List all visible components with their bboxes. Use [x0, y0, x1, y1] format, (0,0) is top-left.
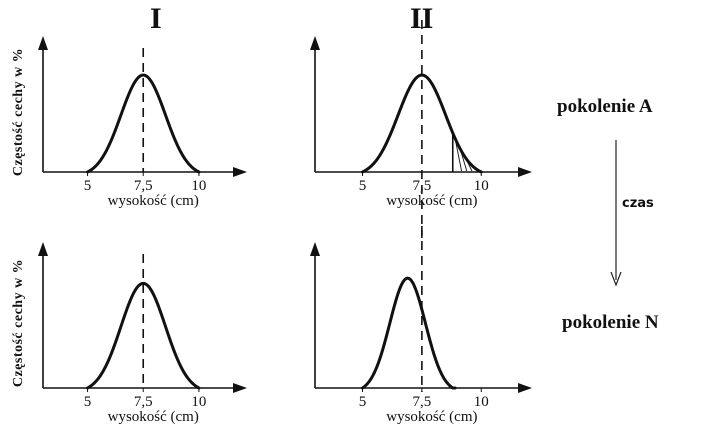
y-axis-arrowhead: [310, 36, 320, 50]
column-title-2: II: [410, 2, 434, 35]
x-tick-label: 10: [191, 178, 206, 194]
x-tick-label: 7,5: [413, 394, 432, 410]
column-title-1: I: [150, 2, 162, 35]
distribution-curve: [361, 73, 483, 174]
x-axis-arrowhead: [518, 167, 532, 177]
x-axis-label: wysokość (cm): [386, 193, 477, 209]
x-axis-label: wysokość (cm): [108, 193, 199, 209]
distribution-curve: [86, 73, 201, 174]
x-tick-label: 10: [474, 394, 489, 410]
x-tick-label: 7,5: [134, 178, 153, 194]
y-axis-label: Częstość cechy w %: [11, 48, 26, 176]
generation-a-label: pokolenie A: [557, 96, 653, 117]
generation-n-label: pokolenie N: [562, 312, 659, 333]
time-label: czas: [622, 196, 654, 211]
x-axis-arrowhead: [233, 167, 247, 177]
selection-hatch: [470, 164, 478, 172]
x-tick-label: 10: [474, 178, 489, 194]
x-tick-label: 5: [84, 394, 92, 410]
x-axis-arrowhead: [518, 383, 532, 393]
selection-hatch: [460, 151, 468, 172]
x-tick-label: 5: [359, 178, 367, 194]
x-axis-label: wysokość (cm): [386, 409, 477, 425]
time-arrow: [610, 140, 622, 287]
y-axis-arrowhead: [310, 242, 320, 256]
selection-hatch: [476, 168, 482, 172]
x-tick-label: 5: [84, 178, 92, 194]
y-axis-label: Częstość cechy w %: [11, 259, 26, 387]
x-tick-label: 5: [359, 394, 367, 410]
x-tick-label: 10: [191, 394, 206, 410]
x-axis-arrowhead: [233, 383, 247, 393]
selection-hatch: [465, 158, 473, 172]
y-axis-arrowhead: [38, 36, 48, 50]
distribution-curve: [86, 281, 201, 390]
selection-hatch: [455, 141, 462, 172]
y-axis-arrowhead: [38, 242, 48, 256]
x-axis-label: wysokość (cm): [108, 409, 199, 425]
distribution-curve: [361, 276, 457, 390]
x-tick-label: 7,5: [134, 394, 153, 410]
